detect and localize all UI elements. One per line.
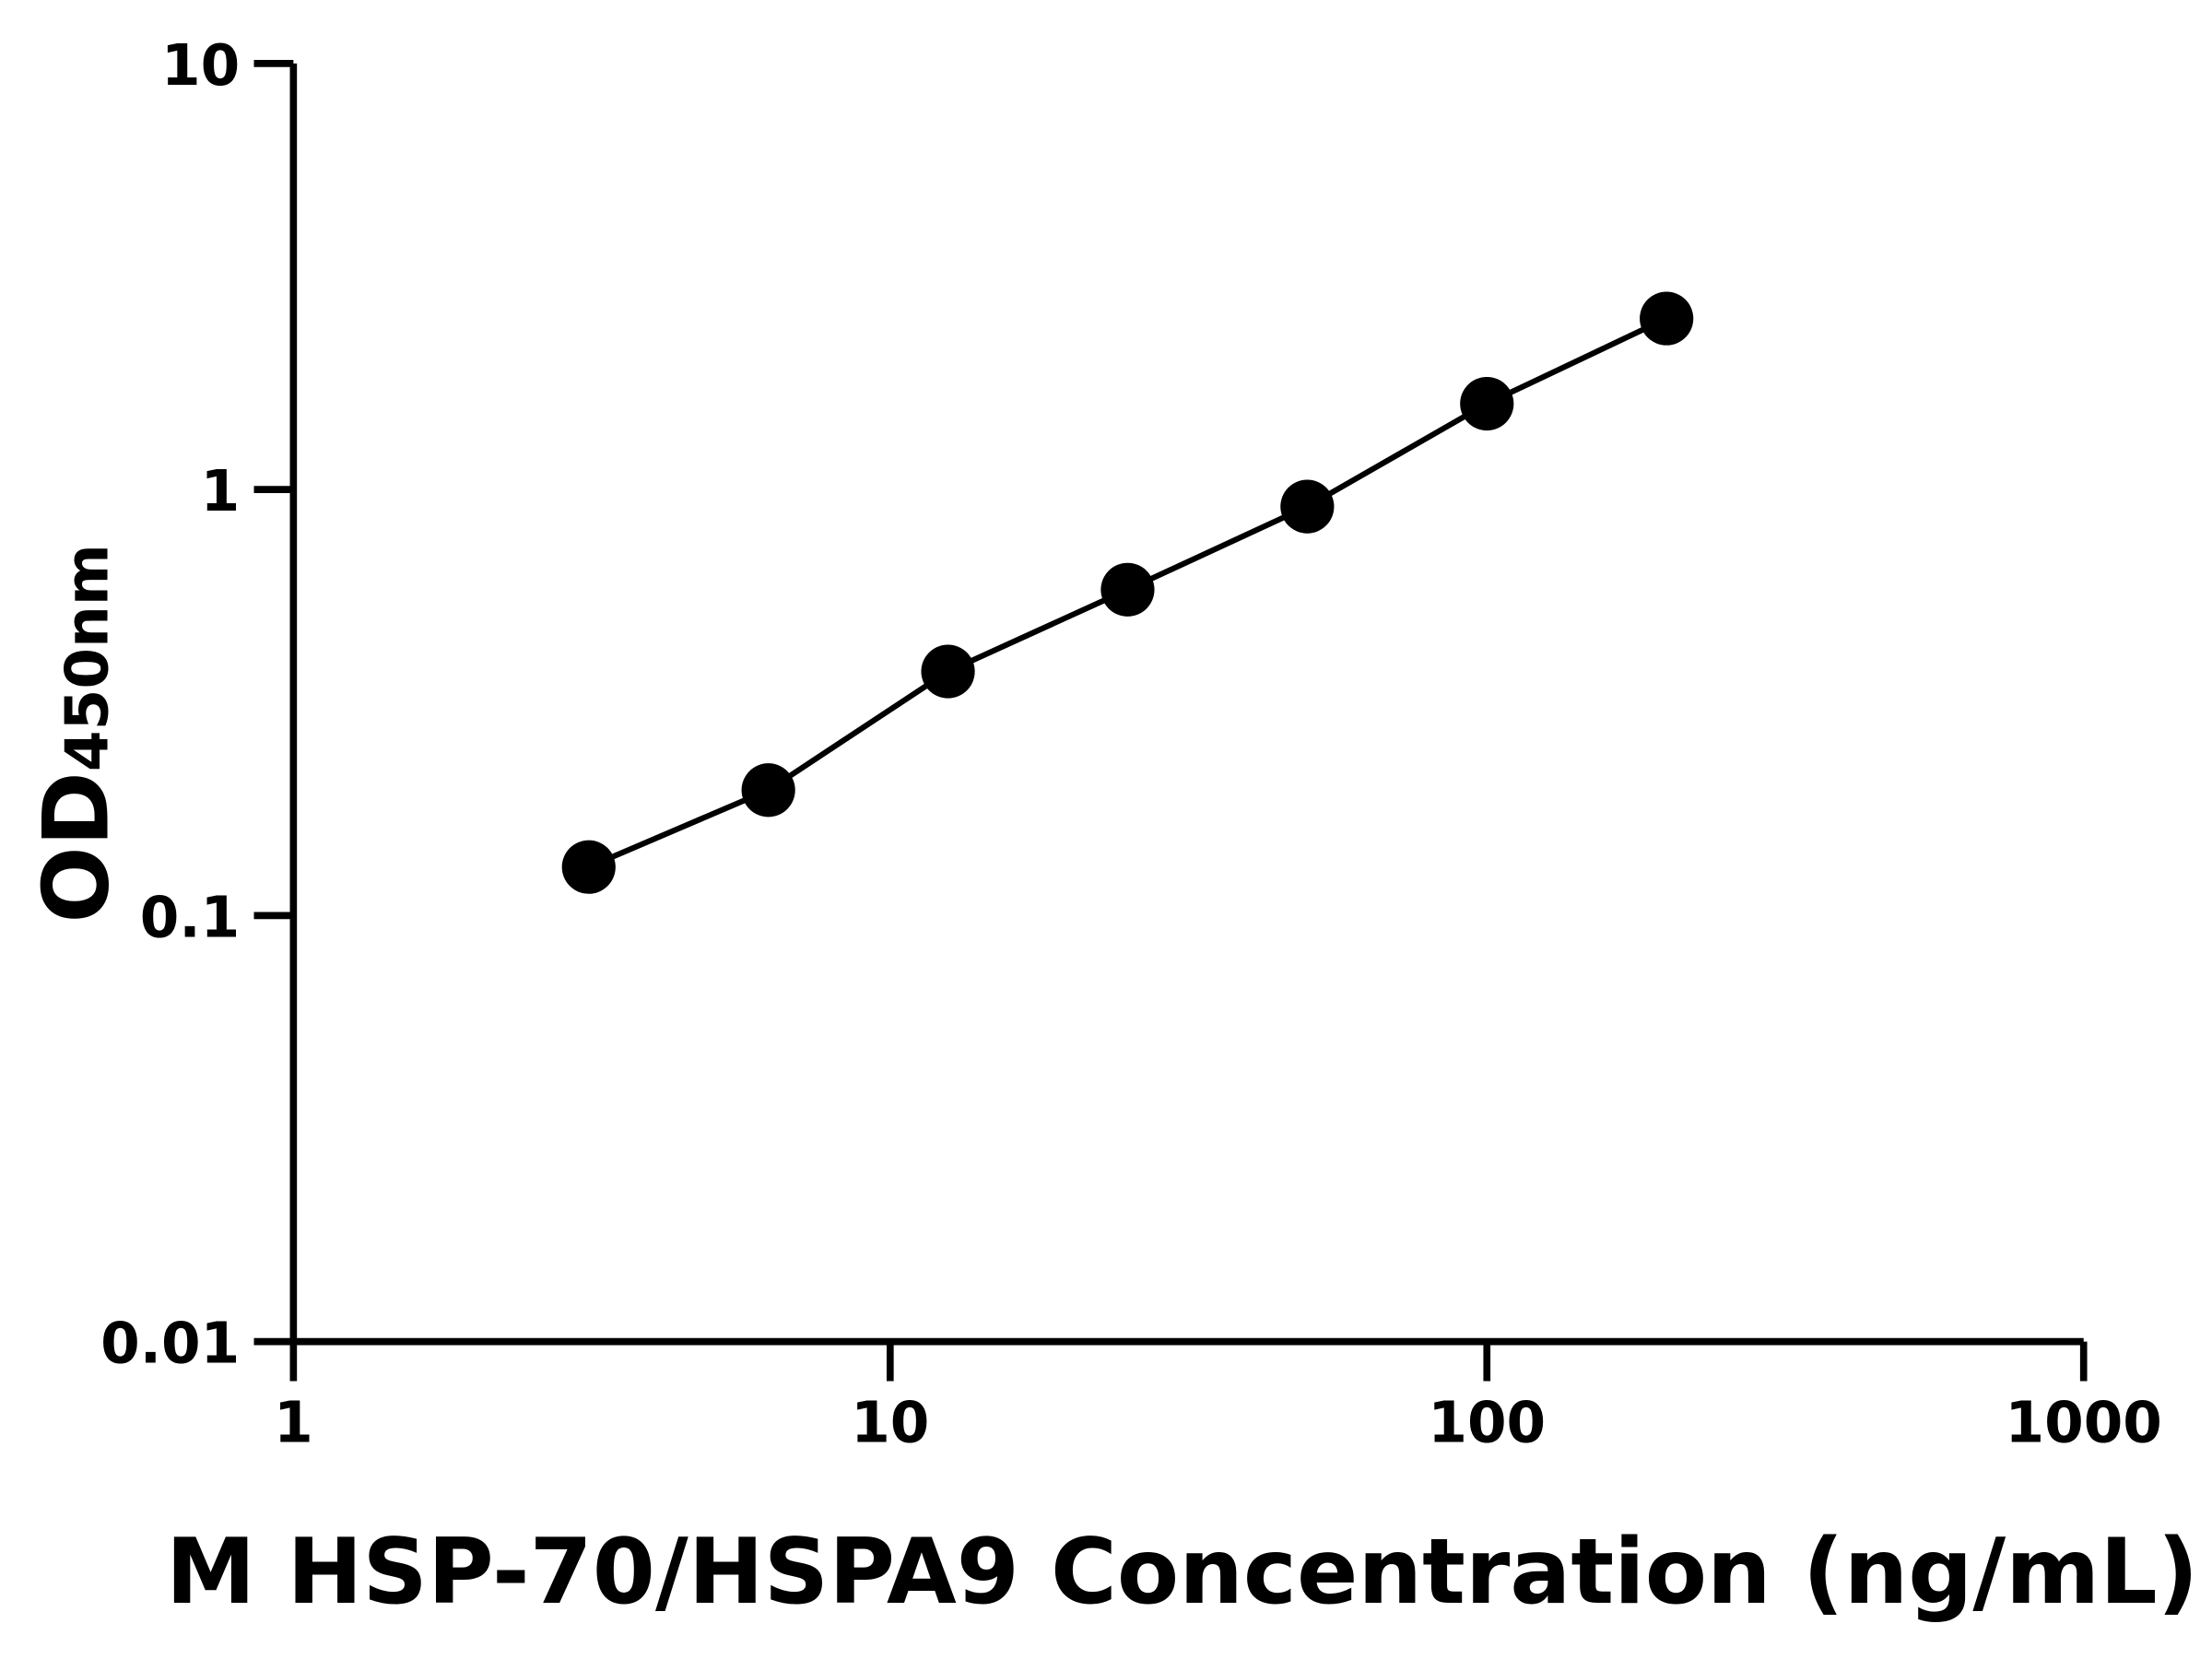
data-point bbox=[1640, 291, 1694, 346]
data-point bbox=[1100, 562, 1155, 617]
y-tick-label: 0.01 bbox=[100, 1312, 240, 1377]
data-point bbox=[741, 763, 795, 818]
data-point bbox=[561, 840, 616, 894]
x-tick-label: 100 bbox=[1428, 1390, 1546, 1455]
y-tick-label: 0.1 bbox=[140, 885, 240, 950]
y-tick-label: 10 bbox=[161, 33, 240, 99]
series-group bbox=[561, 291, 1694, 894]
x-axis-label: M HSP-70/HSPA9 Concentration (ng/mL) bbox=[166, 1520, 2199, 1625]
x-tick-label: 1 bbox=[274, 1390, 313, 1455]
data-point bbox=[1460, 376, 1514, 431]
y-axis-label-main: OD bbox=[24, 771, 129, 924]
x-tick-label: 10 bbox=[851, 1390, 929, 1455]
y-axis-label: OD450nm bbox=[24, 544, 129, 923]
data-point bbox=[1280, 479, 1335, 534]
y-axis-label-subscript: 450nm bbox=[53, 544, 122, 771]
axes: 1 10 100 1000 0.01 0.1 1 10 bbox=[100, 33, 2162, 1455]
x-tick-label: 1000 bbox=[2006, 1390, 2162, 1455]
y-tick-label: 1 bbox=[201, 459, 241, 524]
data-point bbox=[921, 644, 975, 699]
